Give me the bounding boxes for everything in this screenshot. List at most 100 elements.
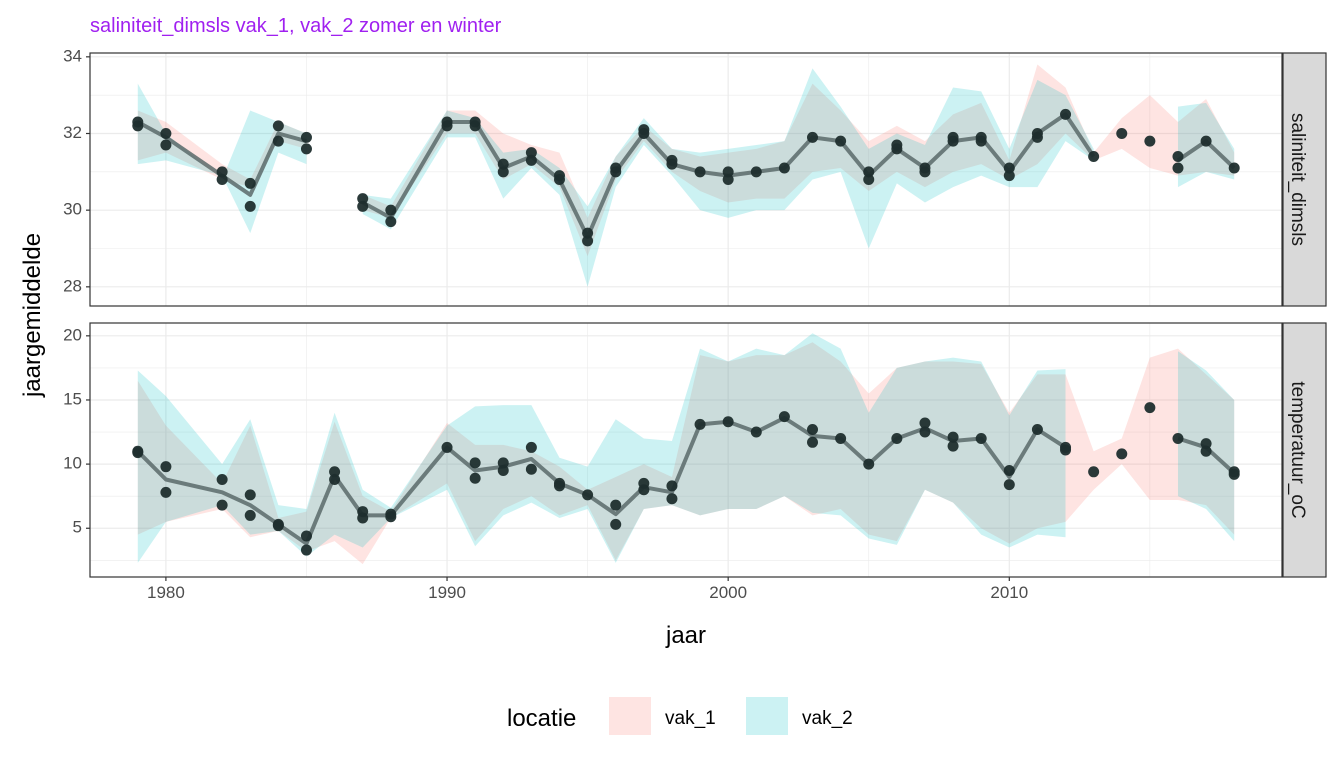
data-point <box>666 493 678 505</box>
data-point <box>778 411 790 423</box>
data-point <box>1003 162 1015 174</box>
data-point <box>778 162 790 174</box>
data-point <box>553 174 565 185</box>
strip-label-temperatuur: temperatuur_oC <box>1287 381 1308 518</box>
panel-border <box>89 322 1283 578</box>
panel-border <box>89 52 1283 307</box>
data-point <box>272 120 284 132</box>
point-layer <box>132 402 1240 556</box>
panel-saliniteit: 28 30 32 34 saliniteit_dimsls <box>63 46 1327 307</box>
data-point <box>947 440 959 452</box>
y-tick-label: 5 <box>73 518 82 537</box>
data-point <box>722 174 734 185</box>
data-point <box>329 474 341 486</box>
y-tick-label: 30 <box>63 200 82 219</box>
data-point <box>244 177 256 189</box>
x-tick-label: 2010 <box>990 583 1028 602</box>
data-point <box>244 200 256 212</box>
data-point <box>300 530 312 542</box>
data-point <box>891 143 903 155</box>
data-point <box>1031 423 1043 435</box>
data-point <box>610 518 622 530</box>
y-tick-labels: 5 10 15 20 <box>63 325 90 537</box>
data-point <box>1228 162 1240 174</box>
legend-key-vak2 <box>746 697 788 735</box>
data-point <box>329 466 341 478</box>
data-point <box>863 166 875 178</box>
legend-title: locatie <box>507 705 576 732</box>
ribbon-vak2 <box>137 333 1066 563</box>
data-point <box>638 128 650 139</box>
data-point <box>891 432 903 444</box>
ribbon-vak1 <box>362 64 1235 257</box>
x-axis-title: jaar <box>665 622 706 649</box>
data-point <box>525 441 537 453</box>
data-point <box>947 135 959 147</box>
legend-key-vak1 <box>609 697 651 735</box>
data-point <box>525 147 537 159</box>
data-point <box>666 158 678 170</box>
data-point <box>160 139 172 151</box>
data-point <box>132 116 144 128</box>
data-point <box>1003 170 1015 182</box>
data-point <box>132 447 144 459</box>
data-point <box>469 457 481 469</box>
data-point <box>469 120 481 132</box>
y-tick-label: 10 <box>63 454 82 473</box>
data-point <box>244 489 256 501</box>
point-layer <box>132 108 1240 247</box>
legend-label-vak2: vak_2 <box>802 708 853 729</box>
data-point <box>947 431 959 443</box>
strip-background <box>1282 322 1327 578</box>
data-point <box>694 418 706 430</box>
data-point <box>582 235 594 247</box>
data-point <box>1200 445 1212 457</box>
data-point <box>441 441 453 453</box>
data-point <box>300 131 312 143</box>
x-tick-label: 2000 <box>709 583 747 602</box>
data-point <box>694 166 706 178</box>
y-tick-label: 28 <box>63 276 82 295</box>
data-point <box>216 499 228 511</box>
data-point <box>863 458 875 470</box>
data-point <box>357 200 369 212</box>
data-point <box>441 120 453 132</box>
data-point <box>497 457 509 469</box>
data-point <box>1060 108 1072 120</box>
strip-background <box>1282 52 1327 307</box>
data-point <box>919 426 931 438</box>
data-point <box>385 511 397 523</box>
data-point <box>1003 479 1015 491</box>
data-point <box>272 520 284 532</box>
legend: locatie vak_1 vak_2 <box>507 697 853 735</box>
data-point <box>919 166 931 178</box>
data-point <box>272 135 284 147</box>
data-point <box>835 432 847 444</box>
data-point <box>1200 135 1212 147</box>
data-point <box>1116 448 1128 460</box>
data-point <box>807 436 819 448</box>
data-point <box>610 166 622 178</box>
data-point <box>835 135 847 147</box>
data-point <box>1228 468 1240 480</box>
data-point <box>385 216 397 228</box>
data-point <box>582 227 594 239</box>
y-tick-label: 20 <box>63 325 82 344</box>
chart-title: saliniteit_dimsls vak_1, vak_2 zomer en … <box>90 15 502 37</box>
data-point <box>722 416 734 428</box>
y-tick-label: 34 <box>63 46 82 65</box>
data-point <box>638 484 650 496</box>
data-point <box>1060 444 1072 456</box>
y-tick-labels: 28 30 32 34 <box>63 46 90 295</box>
data-point <box>1172 151 1184 162</box>
panel-background <box>90 323 1282 577</box>
data-point <box>750 426 762 438</box>
data-point <box>1088 466 1100 478</box>
data-point <box>666 480 678 492</box>
data-point <box>216 474 228 486</box>
data-point <box>525 463 537 475</box>
data-point <box>610 499 622 511</box>
data-point <box>722 166 734 178</box>
data-point <box>357 193 369 205</box>
data-point <box>160 128 172 139</box>
